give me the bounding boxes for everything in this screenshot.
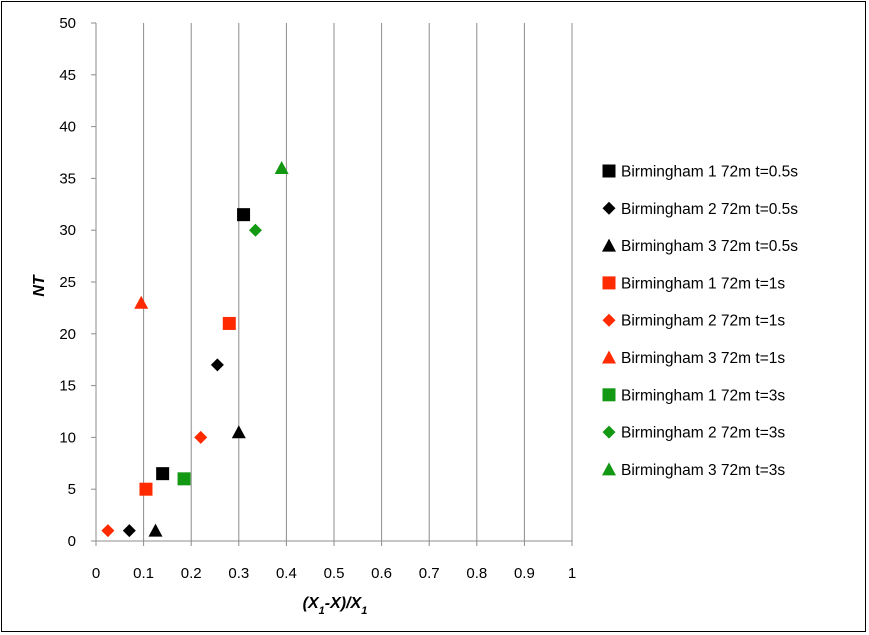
legend-label: Birmingham 3 72m t=3s <box>621 462 785 479</box>
legend-label: Birmingham 2 72m t=1s <box>621 313 785 330</box>
legend-marker <box>602 388 616 402</box>
legend-marker <box>602 425 616 439</box>
data-point <box>210 358 224 372</box>
y-tick-label: 35 <box>59 170 76 187</box>
data-point <box>177 472 191 486</box>
x-tick-label: 1 <box>568 565 576 582</box>
x-tick-label: 0.3 <box>228 565 249 582</box>
y-tick-label: 30 <box>59 222 76 239</box>
x-tick-label: 0.2 <box>181 565 202 582</box>
legend-label: Birmingham 1 72m t=0.5s <box>621 164 798 181</box>
x-tick-label: 0.8 <box>466 565 487 582</box>
data-points <box>101 161 289 538</box>
y-tick-label: 25 <box>59 274 76 291</box>
data-point <box>139 482 153 496</box>
legend-label: Birmingham 3 72m t=1s <box>621 350 785 367</box>
data-point <box>122 524 136 538</box>
x-tick-label: 0.4 <box>276 565 297 582</box>
data-point <box>231 425 246 439</box>
data-point <box>222 316 236 330</box>
legend-label: Birmingham 3 72m t=0.5s <box>621 238 798 255</box>
legend-label: Birmingham 1 72m t=3s <box>621 387 785 404</box>
legend-marker <box>602 238 616 252</box>
legend: Birmingham 1 72m t=0.5s Birmingham 2 72m … <box>602 164 798 479</box>
data-point <box>134 295 149 309</box>
y-tick-label: 45 <box>59 67 76 84</box>
x-tick-label: 0.5 <box>324 565 345 582</box>
y-tick-label: 5 <box>68 481 76 498</box>
x-tick-label: 0.6 <box>371 565 392 582</box>
legend-label: Birmingham 2 72m t=3s <box>621 425 785 442</box>
y-tick-labels: 0 5 10 15 20 25 30 35 40 45 50 <box>59 15 76 550</box>
x-tick-label: 0.7 <box>419 565 440 582</box>
legend-marker <box>602 201 616 215</box>
y-axis-title: NT <box>31 274 48 297</box>
y-tick-label: 10 <box>59 429 76 446</box>
legend-marker <box>602 164 616 178</box>
data-point <box>194 430 208 444</box>
grid <box>143 23 573 541</box>
legend-marker <box>602 350 616 364</box>
data-point <box>101 524 115 538</box>
axes <box>91 22 573 546</box>
x-tick-label: 0 <box>92 565 100 582</box>
x-tick-labels: 0 0.1 0.2 0.3 0.4 0.5 0.6 0.7 0.8 0.9 1 <box>92 565 576 582</box>
y-tick-label: 0 <box>68 533 76 550</box>
y-tick-label: 50 <box>59 15 76 32</box>
legend-label: Birmingham 1 72m t=1s <box>621 275 785 292</box>
y-tick-label: 40 <box>59 119 76 136</box>
legend-marker <box>602 313 616 327</box>
data-point <box>156 467 170 481</box>
data-point <box>237 208 251 222</box>
x-axis-title: (X1-X)/X1 <box>303 595 368 617</box>
y-tick-label: 20 <box>59 326 76 343</box>
data-point <box>248 223 262 237</box>
x-tick-label: 0.1 <box>133 565 154 582</box>
data-point <box>274 161 289 175</box>
legend-marker <box>602 276 616 290</box>
y-tick-label: 15 <box>59 378 76 395</box>
data-point <box>148 523 163 537</box>
legend-label: Birmingham 2 72m t=0.5s <box>621 201 798 218</box>
legend-marker <box>602 462 616 476</box>
x-tick-label: 0.9 <box>514 565 535 582</box>
